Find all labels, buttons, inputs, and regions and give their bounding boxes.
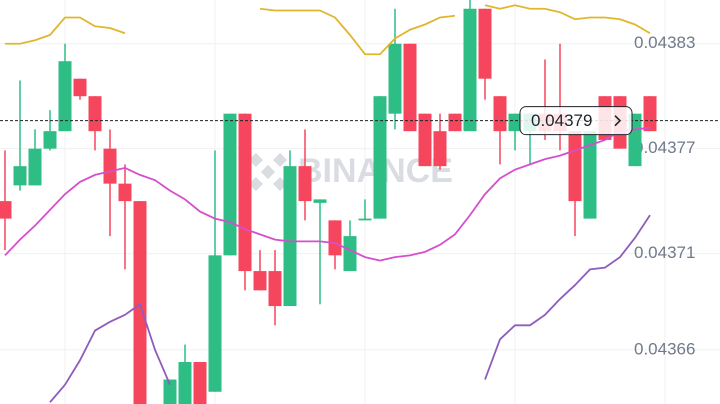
candle-body: [433, 131, 447, 167]
candle-body: [283, 166, 297, 307]
candle-body: [0, 201, 12, 219]
candle-body: [508, 113, 522, 132]
candle-body: [268, 271, 282, 307]
candle-body: [193, 362, 207, 404]
candle-body: [583, 131, 597, 219]
candle-body: [298, 166, 312, 202]
candle-body: [568, 131, 582, 202]
last-price-box: [519, 106, 633, 136]
y-tick-label: 0.04366: [634, 339, 695, 358]
overlay-line: [49, 214, 651, 403]
y-tick-label: 0.04377: [634, 138, 695, 157]
candle-body: [103, 148, 117, 184]
candle-body: [73, 78, 87, 97]
overlay-line: [5, 4, 651, 56]
candle-body: [418, 113, 432, 167]
candle-body: [223, 113, 237, 256]
candle-body: [313, 199, 327, 203]
candle-body: [403, 43, 417, 132]
candle-body: [493, 96, 507, 132]
candle-body: [133, 201, 147, 404]
y-tick-label: 0.04383: [634, 33, 695, 52]
candle-body: [478, 8, 492, 79]
candle-body: [88, 96, 102, 132]
last-price-label: 0.04379: [531, 111, 592, 130]
candle-body: [448, 113, 462, 132]
candle-body: [28, 148, 42, 186]
candle-body: [388, 43, 402, 114]
candle-body: [13, 166, 27, 186]
candle-body: [358, 218, 372, 221]
candle-body: [343, 236, 357, 272]
candle-body: [208, 255, 222, 392]
candle-body: [238, 113, 252, 272]
candle-body: [163, 379, 177, 404]
overlay-line: [4, 126, 651, 262]
candle-body: [643, 96, 657, 132]
candle-body: [58, 61, 72, 132]
y-tick-label: 0.04371: [634, 243, 695, 262]
chevron-icon: [614, 115, 622, 127]
candle-body: [328, 220, 342, 256]
candle-body: [463, 8, 477, 132]
candle-body: [253, 271, 267, 291]
candle-body: [118, 183, 132, 202]
candle-body: [373, 96, 387, 219]
candle-body: [178, 362, 192, 404]
candle-body: [43, 131, 57, 149]
